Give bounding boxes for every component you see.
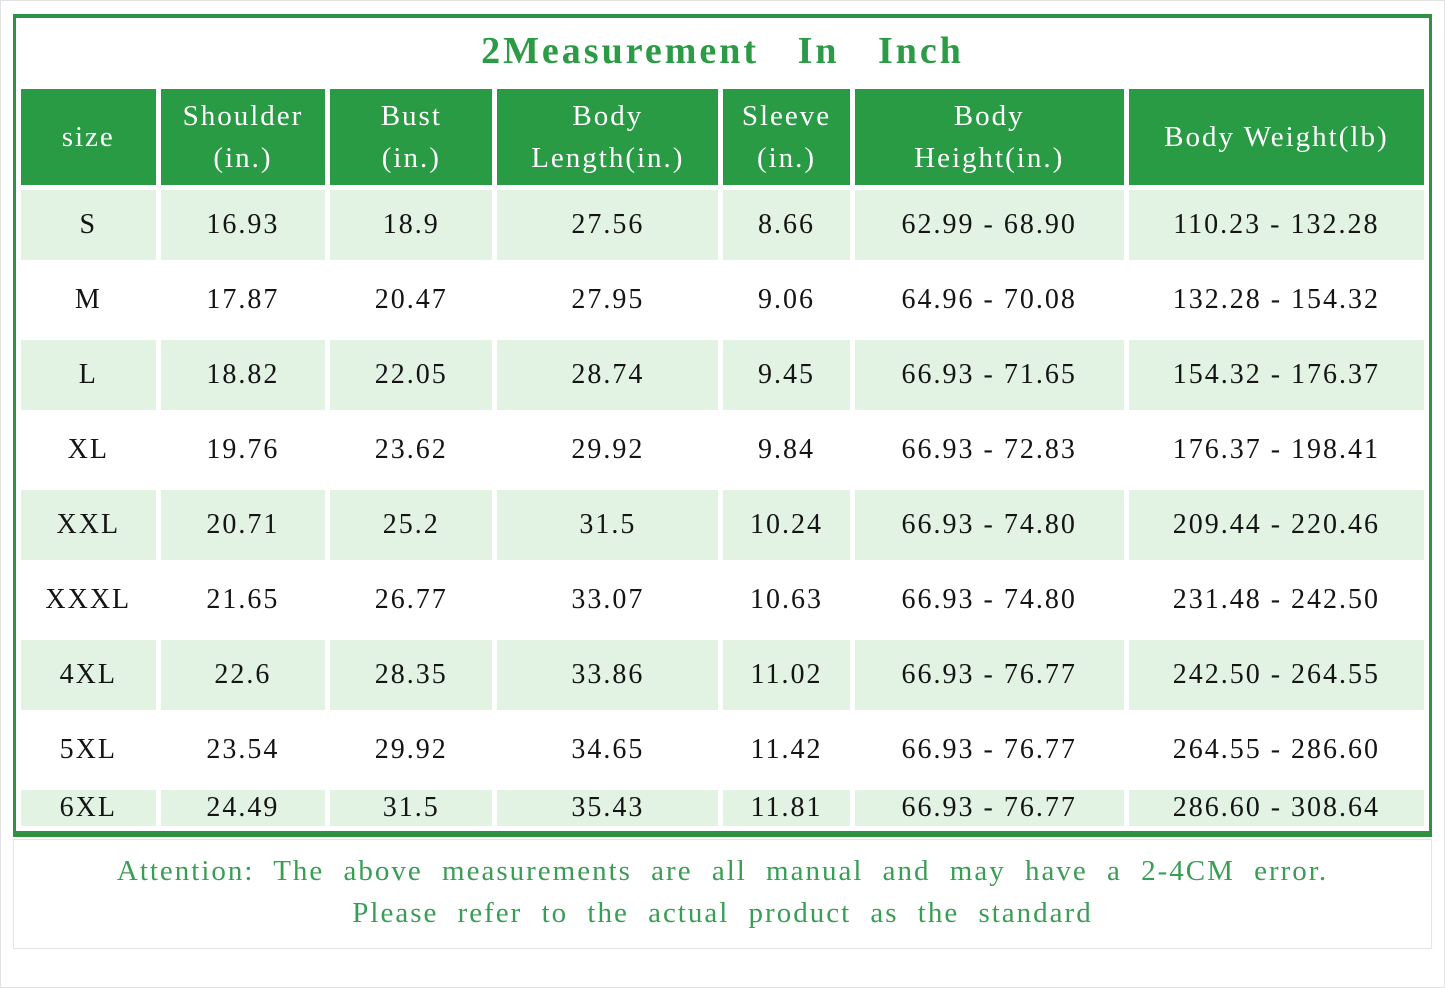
table-cell: 22.6 [160, 640, 326, 710]
table-cell: 27.56 [497, 190, 719, 260]
table-cell: 154.32 - 176.37 [1128, 340, 1424, 410]
column-header-6: Body Weight(lb) [1128, 89, 1424, 185]
size-label: 6XL [21, 790, 156, 826]
table-cell: 28.74 [497, 340, 719, 410]
column-header-1: Shoulder (in.) [160, 89, 326, 185]
table-cell: 10.63 [723, 565, 850, 635]
size-label: L [21, 340, 156, 410]
table-row-XL: XL 19.76 23.62 29.92 9.84 66.93 - 72.83 176.37… [21, 415, 1424, 485]
table-cell: 18.82 [160, 340, 326, 410]
table-cell: 66.93 - 71.65 [854, 340, 1124, 410]
size-label: M [21, 265, 156, 335]
size-table-header: size Shoulder (in.) Bust (in.) Body Length(in.… [21, 89, 1424, 185]
table-cell: 231.48 - 242.50 [1128, 565, 1424, 635]
table-cell: 64.96 - 70.08 [854, 265, 1124, 335]
column-header-4: Sleeve (in.) [723, 89, 850, 185]
table-cell: 29.92 [330, 715, 493, 785]
table-cell: 20.47 [330, 265, 493, 335]
table-cell: 9.06 [723, 265, 850, 335]
size-chart-frame: 2Measurement In Inch size Shoulder (in.) Bu… [13, 14, 1432, 837]
column-header-5: Body Height(in.) [854, 89, 1124, 185]
table-cell: 22.05 [330, 340, 493, 410]
table-cell: 35.43 [497, 790, 719, 826]
table-cell: 29.92 [497, 415, 719, 485]
table-cell: 28.35 [330, 640, 493, 710]
table-cell: 33.07 [497, 565, 719, 635]
table-cell: 176.37 - 198.41 [1128, 415, 1424, 485]
attention-note-line1: Attention: The above measurements are al… [116, 855, 1329, 887]
table-cell: 8.66 [723, 190, 850, 260]
size-table: size Shoulder (in.) Bust (in.) Body Length(in.… [16, 84, 1429, 831]
table-cell: 20.71 [160, 490, 326, 560]
size-table-body: S 16.93 18.9 27.56 8.66 62.99 - 68.90 110.23 -… [21, 190, 1424, 826]
table-cell: 23.54 [160, 715, 326, 785]
table-cell: 66.93 - 76.77 [854, 790, 1124, 826]
size-label: 4XL [21, 640, 156, 710]
attention-note: Attention: The above measurements are al… [13, 839, 1432, 950]
table-cell: 17.87 [160, 265, 326, 335]
table-cell: 110.23 - 132.28 [1128, 190, 1424, 260]
table-cell: 132.28 - 154.32 [1128, 265, 1424, 335]
column-header-0: size [21, 89, 156, 185]
table-row-M: M 17.87 20.47 27.95 9.06 64.96 - 70.08 132.28 … [21, 265, 1424, 335]
table-cell: 11.02 [723, 640, 850, 710]
table-row-5XL: 5XL 23.54 29.92 34.65 11.42 66.93 - 76.77 264.… [21, 715, 1424, 785]
table-cell: 264.55 - 286.60 [1128, 715, 1424, 785]
table-cell: 66.93 - 72.83 [854, 415, 1124, 485]
table-cell: 242.50 - 264.55 [1128, 640, 1424, 710]
table-row-XXXL: XXXL 21.65 26.77 33.07 10.63 66.93 - 74.80 231… [21, 565, 1424, 635]
table-cell: 31.5 [497, 490, 719, 560]
table-cell: 66.93 - 74.80 [854, 490, 1124, 560]
table-cell: 21.65 [160, 565, 326, 635]
size-label: 5XL [21, 715, 156, 785]
table-cell: 25.2 [330, 490, 493, 560]
size-label: S [21, 190, 156, 260]
table-cell: 66.93 - 76.77 [854, 640, 1124, 710]
table-cell: 11.42 [723, 715, 850, 785]
table-cell: 9.45 [723, 340, 850, 410]
table-cell: 19.76 [160, 415, 326, 485]
size-label: XL [21, 415, 156, 485]
table-cell: 16.93 [160, 190, 326, 260]
table-cell: 26.77 [330, 565, 493, 635]
table-cell: 31.5 [330, 790, 493, 826]
table-cell: 34.65 [497, 715, 719, 785]
table-cell: 9.84 [723, 415, 850, 485]
table-cell: 18.9 [330, 190, 493, 260]
table-cell: 10.24 [723, 490, 850, 560]
table-cell: 66.93 - 74.80 [854, 565, 1124, 635]
table-cell: 33.86 [497, 640, 719, 710]
chart-title-bar: 2Measurement In Inch [16, 18, 1429, 84]
column-header-3: Body Length(in.) [497, 89, 719, 185]
table-cell: 62.99 - 68.90 [854, 190, 1124, 260]
table-cell: 23.62 [330, 415, 493, 485]
table-cell: 286.60 - 308.64 [1128, 790, 1424, 826]
table-row-S: S 16.93 18.9 27.56 8.66 62.99 - 68.90 110.23 -… [21, 190, 1424, 260]
chart-title: 2Measurement In Inch [481, 30, 964, 72]
table-row-4XL: 4XL 22.6 28.35 33.86 11.02 66.93 - 76.77 242.5… [21, 640, 1424, 710]
table-cell: 66.93 - 76.77 [854, 715, 1124, 785]
table-row-L: L 18.82 22.05 28.74 9.45 66.93 - 71.65 154.32 … [21, 340, 1424, 410]
table-cell: 24.49 [160, 790, 326, 826]
size-label: XXXL [21, 565, 156, 635]
column-header-2: Bust (in.) [330, 89, 493, 185]
table-row-6XL: 6XL 24.49 31.5 35.43 11.81 66.93 - 76.77 286.6… [21, 790, 1424, 826]
size-label: XXL [21, 490, 156, 560]
table-row-XXL: XXL 20.71 25.2 31.5 10.24 66.93 - 74.80 209.44… [21, 490, 1424, 560]
table-cell: 27.95 [497, 265, 719, 335]
attention-note-line2: Please refer to the actual product as th… [352, 897, 1093, 930]
table-cell: 11.81 [723, 790, 850, 826]
table-cell: 209.44 - 220.46 [1128, 490, 1424, 560]
